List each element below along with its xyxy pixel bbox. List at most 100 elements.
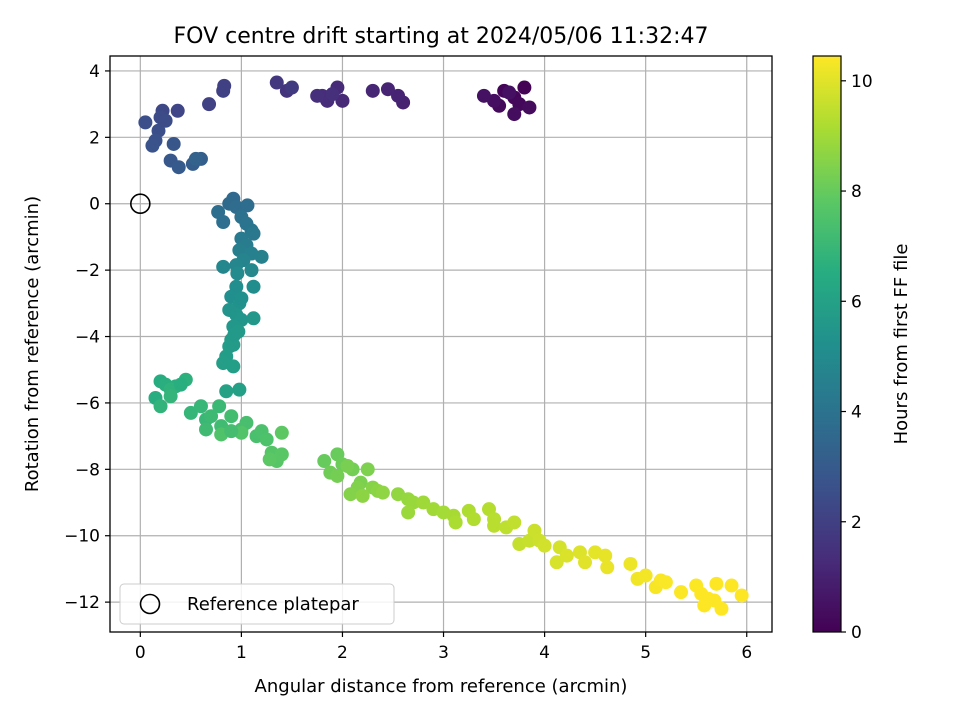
data-point [502, 85, 517, 100]
x-tick-label: 4 [539, 643, 550, 663]
x-tick-label: 2 [337, 643, 348, 663]
data-point [507, 515, 522, 530]
x-tick-label: 0 [135, 643, 146, 663]
data-point [227, 327, 242, 342]
data-point [153, 399, 168, 414]
data-point [216, 83, 231, 98]
data-point [638, 568, 653, 583]
data-point [522, 100, 537, 115]
y-tick-label: −8 [75, 460, 100, 480]
legend-box [119, 583, 395, 625]
y-tick-label: 0 [89, 195, 100, 215]
data-point [466, 512, 481, 527]
data-point [274, 447, 289, 462]
data-point [517, 80, 532, 95]
data-point [559, 548, 574, 563]
data-point [163, 389, 178, 404]
colorbar-tick-label: 6 [851, 292, 862, 312]
data-point [360, 462, 375, 477]
data-point [476, 88, 491, 103]
y-tick-label: −4 [75, 328, 100, 348]
data-point [183, 405, 198, 420]
data-point [274, 425, 289, 440]
data-point [355, 488, 370, 503]
data-point [246, 279, 261, 294]
data-point [204, 409, 219, 424]
data-point [365, 83, 380, 98]
data-point [230, 266, 245, 281]
x-axis-ticks: 0 1 2 3 4 5 6 [135, 632, 752, 663]
data-point [188, 151, 203, 166]
data-point [549, 555, 564, 570]
data-point [707, 593, 722, 608]
colorbar-tick-label: 10 [851, 72, 873, 92]
y-axis-ticks: −12 −10 −8 −6 −4 −2 0 2 4 [64, 62, 110, 613]
data-point [623, 556, 638, 571]
data-point [401, 505, 416, 520]
data-point [226, 359, 241, 374]
legend: Reference platepar [119, 583, 395, 625]
data-point [224, 424, 239, 439]
colorbar-tick-label: 4 [851, 403, 862, 423]
data-point [709, 576, 724, 591]
x-tick-label: 5 [640, 643, 651, 663]
data-point [317, 454, 332, 469]
data-point [674, 585, 689, 600]
data-point [310, 88, 325, 103]
data-point [138, 115, 153, 130]
data-point [269, 75, 284, 90]
data-point [234, 291, 249, 306]
plot-frame [109, 55, 773, 633]
data-point [600, 560, 615, 575]
colorbar-ticks: 0 2 4 6 8 10 [841, 72, 873, 643]
data-point [246, 226, 261, 241]
legend-marker [139, 593, 161, 615]
x-axis-label: Angular distance from reference (arcmin) [255, 676, 628, 697]
data-point [598, 548, 613, 563]
data-point [734, 588, 749, 603]
data-point [171, 160, 186, 175]
data-point [246, 311, 261, 326]
x-tick-label: 3 [438, 643, 449, 663]
y-tick-label: 2 [89, 128, 100, 148]
data-point [448, 515, 463, 530]
data-point [391, 88, 406, 103]
data-point [202, 97, 217, 112]
data-point [145, 138, 160, 153]
data-point [240, 198, 255, 213]
data-point [193, 399, 208, 414]
data-point [212, 399, 227, 414]
x-tick-label: 1 [236, 643, 247, 663]
data-point [244, 263, 259, 278]
data-point [578, 555, 593, 570]
colorbar-tick-label: 8 [851, 182, 862, 202]
y-tick-label: 4 [89, 62, 100, 82]
data-point [216, 214, 231, 229]
x-tick-label: 6 [741, 643, 752, 663]
data-point [158, 113, 173, 128]
chart-title: FOV centre drift starting at 2024/05/06 … [174, 24, 709, 49]
data-point [330, 468, 345, 483]
colorbar-tick-label: 2 [851, 513, 862, 533]
y-tick-label: −6 [75, 394, 100, 414]
data-point [375, 485, 390, 500]
data-point [343, 487, 358, 502]
colorbar-label: Hours from first FF file [891, 244, 912, 445]
data-point [262, 452, 277, 467]
data-point [173, 377, 188, 392]
data-point [325, 87, 340, 102]
data-point [219, 384, 234, 399]
data-point [658, 575, 673, 590]
data-point [284, 80, 299, 95]
y-tick-label: −12 [64, 593, 100, 613]
y-tick-label: −2 [75, 261, 100, 281]
data-point [224, 409, 239, 424]
data-point [170, 103, 185, 118]
reference-platepar-marker [130, 193, 151, 215]
data-point [340, 459, 355, 474]
colorbar [812, 55, 842, 633]
data-point [216, 259, 231, 274]
data-point [335, 93, 350, 108]
data-point [537, 538, 552, 553]
